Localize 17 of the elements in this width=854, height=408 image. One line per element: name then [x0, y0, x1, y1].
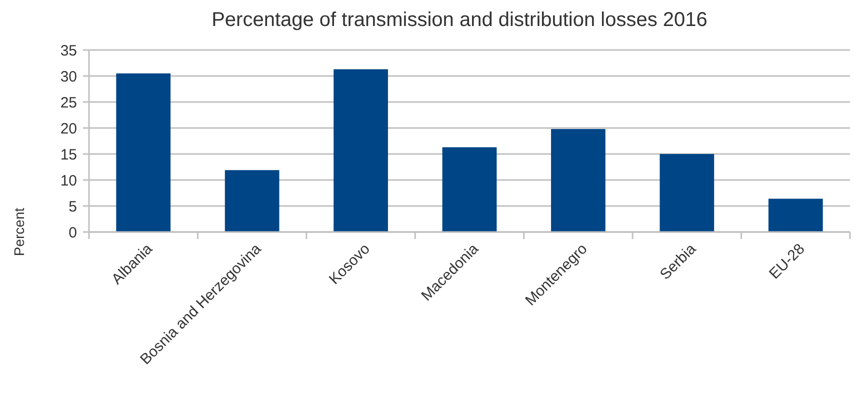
bar [551, 129, 606, 232]
y-axis-title: Percent [11, 208, 27, 256]
y-tick-label: 5 [68, 198, 77, 216]
bar [768, 198, 823, 232]
bar [116, 73, 171, 232]
bar [334, 69, 388, 232]
y-tick-label: 15 [60, 146, 77, 164]
bar [442, 147, 497, 232]
bar [660, 154, 714, 232]
y-tick-label: 35 [60, 42, 77, 60]
y-tick-label: 20 [60, 120, 77, 138]
y-tick-label: 30 [60, 68, 77, 86]
y-tick-label: 0 [68, 224, 77, 242]
y-tick-label: 25 [60, 94, 77, 112]
chart-title: Percentage of transmission and distribution losses 2016 [212, 9, 708, 31]
bar [224, 170, 280, 232]
y-tick-label: 10 [60, 172, 77, 190]
